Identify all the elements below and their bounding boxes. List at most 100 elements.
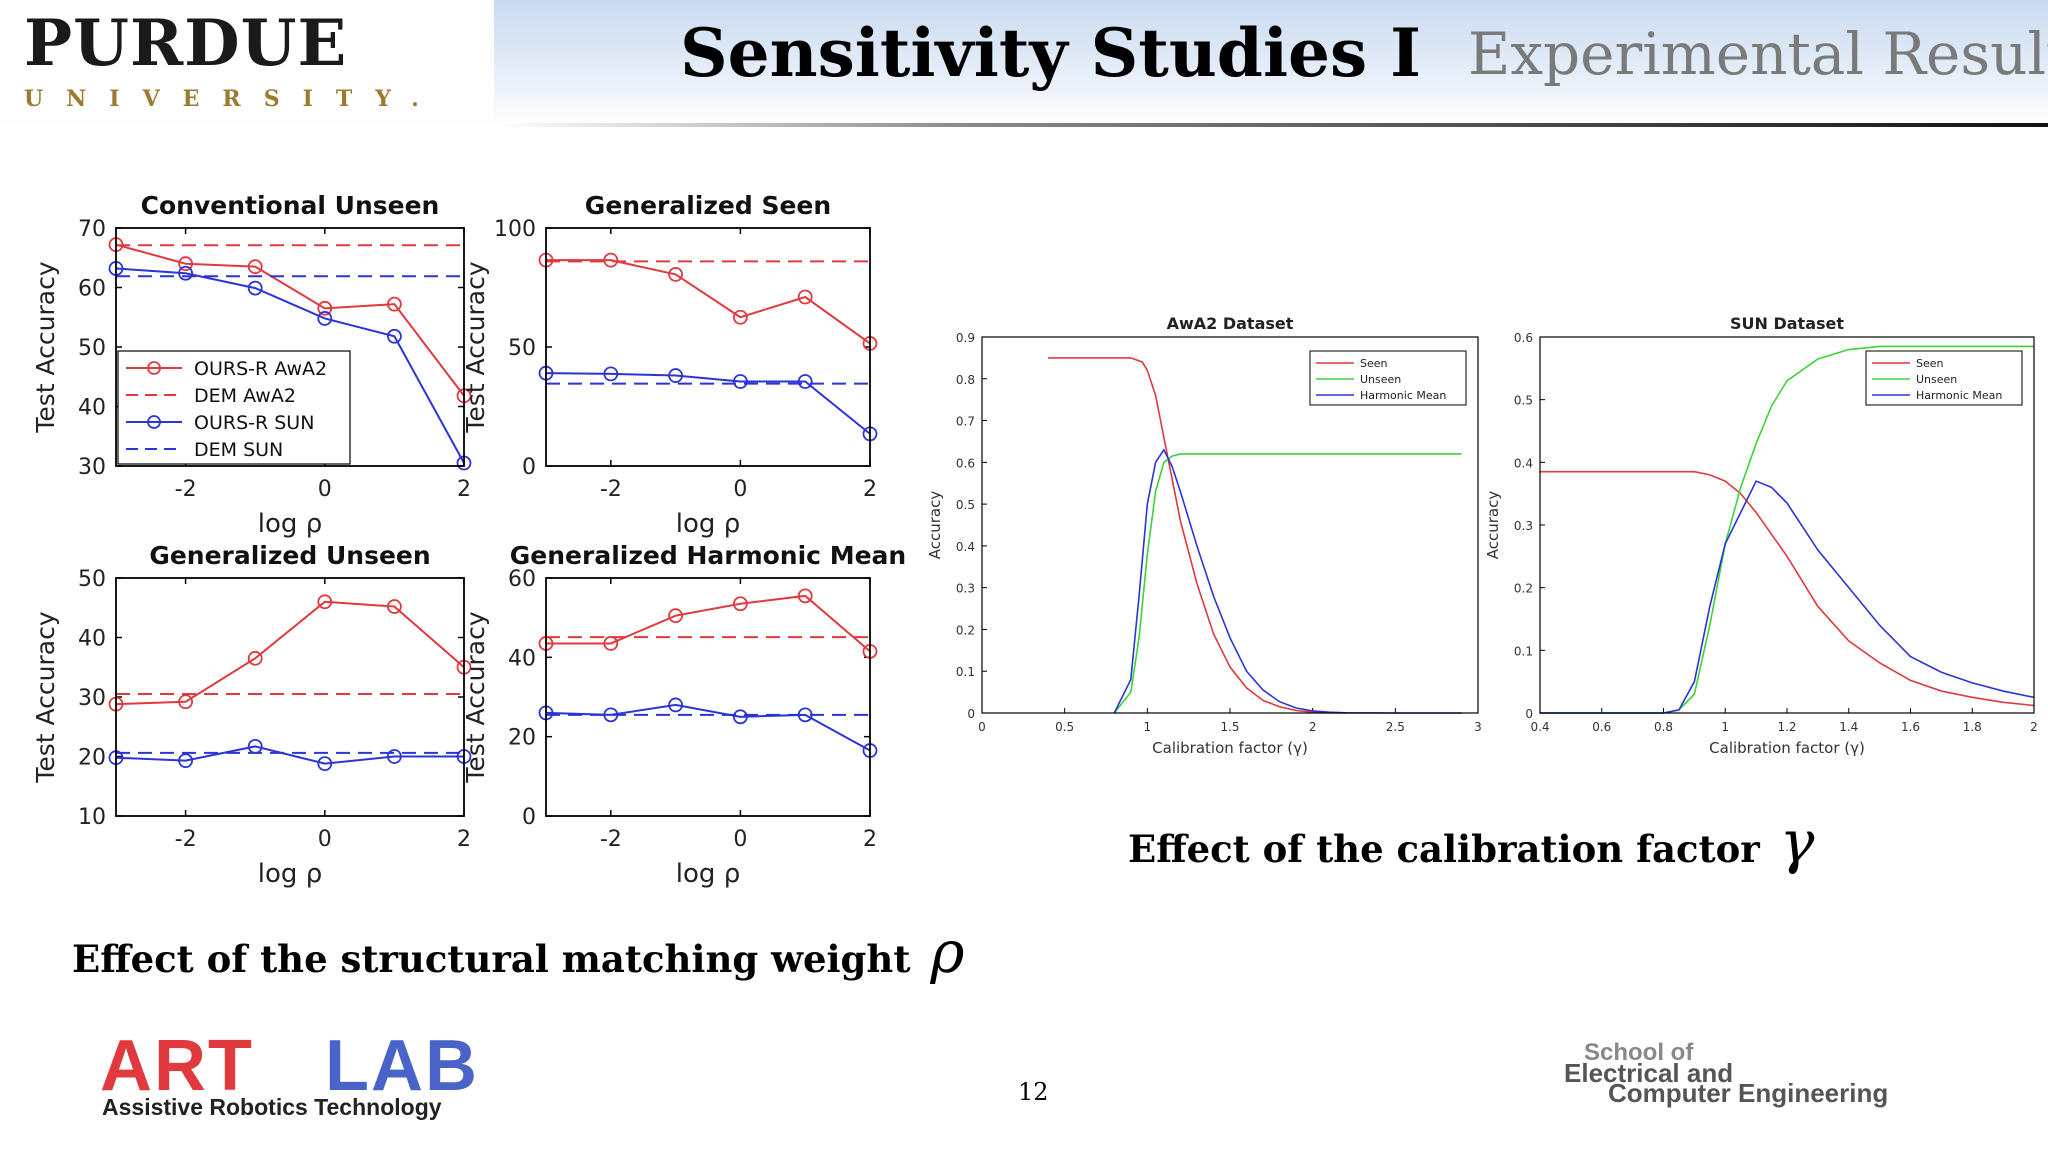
ece-logo: School of Electrical and Computer Engine… bbox=[1564, 1040, 1944, 1114]
chart-title: Conventional Unseen bbox=[141, 191, 440, 220]
y-tick-label: 40 bbox=[78, 627, 106, 652]
data-point bbox=[668, 368, 684, 383]
slide-title: Sensitivity Studies I bbox=[680, 14, 1422, 92]
y-tick-label: 50 bbox=[78, 567, 106, 592]
x-tick-label: 0.8 bbox=[1654, 720, 1673, 734]
data-point bbox=[386, 328, 402, 344]
artlab-logo: ART LAB Assistive Robotics Technology bbox=[100, 1030, 530, 1120]
purdue-logo: PURDUE UNIVERSITY. bbox=[0, 0, 494, 120]
legend-label: DEM SUN bbox=[194, 439, 283, 461]
data-point bbox=[797, 588, 813, 604]
data-point bbox=[668, 608, 684, 624]
y-tick-label: 100 bbox=[494, 217, 536, 242]
y-tick-label: 60 bbox=[508, 567, 536, 592]
ece-logo-line3: Computer Engineering bbox=[1608, 1078, 1889, 1108]
plot-frame bbox=[545, 577, 871, 817]
y-tick-label: 0.1 bbox=[956, 665, 975, 679]
x-tick-label: 0.4 bbox=[1530, 720, 1549, 734]
plot-frame bbox=[981, 336, 1479, 714]
data-point bbox=[732, 596, 748, 612]
y-axis-label: Test Accuracy bbox=[31, 611, 60, 784]
y-tick-label: 50 bbox=[78, 336, 106, 361]
x-tick-label: 2.5 bbox=[1386, 720, 1405, 734]
y-tick-label: 0.8 bbox=[956, 373, 975, 387]
plot-frame bbox=[115, 577, 465, 817]
legend-label: OURS-R AwA2 bbox=[194, 358, 327, 380]
data-point bbox=[603, 252, 619, 268]
caption-gamma: Effect of the calibration factor γ bbox=[1128, 808, 1814, 876]
x-tick-label: 1.6 bbox=[1901, 720, 1920, 734]
x-tick-label: 0.5 bbox=[1055, 720, 1074, 734]
y-axis-label: Accuracy bbox=[1484, 491, 1502, 560]
series-line bbox=[546, 594, 871, 653]
legend-label: Harmonic Mean bbox=[1916, 389, 2002, 402]
page-number: 12 bbox=[1018, 1078, 1049, 1106]
x-tick-label: 0 bbox=[318, 827, 332, 852]
chart-awa2-calibration: AwA2 Dataset Calibration factor (γ) Accura… bbox=[926, 314, 1482, 757]
data-point bbox=[603, 636, 619, 651]
caption-rho-text: Effect of the structural matching weight bbox=[72, 937, 911, 981]
chart-title: SUN Dataset bbox=[1730, 314, 1844, 333]
x-axis-label: log ρ bbox=[258, 509, 322, 539]
x-tick-label: 1.2 bbox=[1777, 720, 1796, 734]
chart-title: Generalized Seen bbox=[585, 191, 831, 220]
y-tick-label: 30 bbox=[78, 455, 106, 480]
data-point bbox=[386, 599, 402, 614]
y-tick-label: 60 bbox=[78, 277, 106, 302]
data-point bbox=[797, 289, 813, 305]
legend-label: Seen bbox=[1916, 357, 1944, 370]
y-tick-label: 0.3 bbox=[1514, 519, 1533, 533]
y-tick-label: 0.9 bbox=[956, 331, 975, 345]
series-line bbox=[546, 259, 871, 345]
y-tick-label: 20 bbox=[508, 726, 536, 751]
x-tick-label: 0 bbox=[318, 477, 332, 502]
data-point bbox=[178, 753, 194, 769]
gamma-symbol: γ bbox=[1779, 808, 1815, 876]
data-point bbox=[317, 311, 333, 326]
x-tick-label: 1.8 bbox=[1963, 720, 1982, 734]
data-point bbox=[732, 709, 748, 725]
artlab-logo-lab: LAB bbox=[325, 1026, 479, 1106]
x-tick-label: 1.4 bbox=[1839, 720, 1858, 734]
data-point bbox=[317, 756, 333, 772]
rho-symbol: ρ bbox=[930, 918, 965, 986]
data-point bbox=[386, 749, 402, 764]
legend-box bbox=[117, 350, 351, 465]
legend-label: Unseen bbox=[1916, 373, 1957, 386]
y-axis-label: Test Accuracy bbox=[461, 611, 490, 784]
x-tick-label: 0 bbox=[733, 477, 747, 502]
y-tick-label: 0 bbox=[967, 707, 975, 721]
x-axis-label: log ρ bbox=[676, 509, 740, 539]
y-tick-label: 0.5 bbox=[956, 498, 975, 512]
y-tick-label: 0.2 bbox=[1514, 582, 1533, 596]
artlab-logo-subtitle: Assistive Robotics Technology bbox=[102, 1094, 442, 1120]
legend-label: DEM AwA2 bbox=[194, 385, 296, 407]
header-rule bbox=[500, 123, 2048, 127]
x-tick-label: 2 bbox=[1309, 720, 1317, 734]
x-tick-label: -2 bbox=[600, 477, 622, 502]
y-tick-label: 0.3 bbox=[956, 582, 975, 596]
data-point bbox=[603, 366, 619, 382]
data-point bbox=[386, 296, 402, 312]
y-tick-label: 30 bbox=[78, 686, 106, 711]
x-tick-label: 3 bbox=[1474, 720, 1482, 734]
legend-label: OURS-R SUN bbox=[194, 412, 314, 434]
data-point bbox=[247, 280, 263, 296]
series-line bbox=[545, 703, 871, 752]
plot-frame bbox=[545, 227, 871, 467]
legend-label: Seen bbox=[1360, 357, 1388, 370]
data-point bbox=[317, 300, 333, 316]
data-point bbox=[668, 267, 684, 282]
series-line bbox=[1540, 345, 2034, 714]
chart-title: Generalized Unseen bbox=[149, 541, 430, 570]
caption-gamma-text: Effect of the calibration factor bbox=[1128, 827, 1760, 871]
ece-logo-line1: School of bbox=[1584, 1039, 1694, 1066]
y-tick-label: 0 bbox=[522, 455, 536, 480]
data-point bbox=[668, 697, 684, 713]
chart-sun-calibration: SUN Dataset Calibration factor (γ) Accurac… bbox=[1484, 314, 2038, 757]
data-point bbox=[247, 259, 263, 275]
x-tick-label: 2 bbox=[457, 827, 471, 852]
logo-wordmark: PURDUE bbox=[24, 6, 348, 81]
y-tick-label: 70 bbox=[78, 217, 106, 242]
